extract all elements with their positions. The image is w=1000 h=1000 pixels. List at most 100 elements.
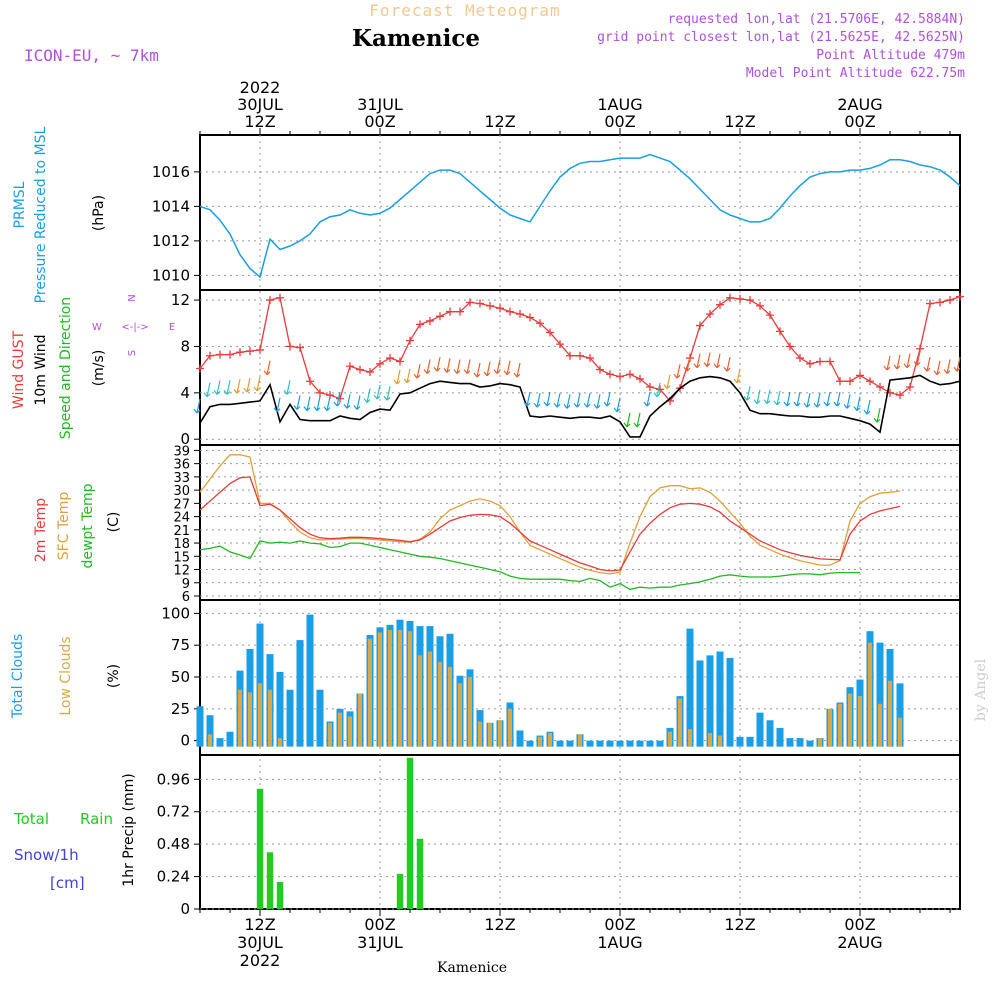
gust-marker [726,293,734,302]
frame-precip [199,754,961,910]
gust-marker [306,377,314,386]
ytick-label-temperature: 9 [182,577,190,592]
gust-marker [866,377,874,386]
gust-marker [486,301,494,310]
ytick-label-temperature: 27 [173,497,190,512]
low-cloud-bar [458,683,462,747]
gust-marker [956,292,964,301]
low-cloud-bar [388,629,392,747]
model-altitude: Model Point Altitude 622.75m [746,66,965,81]
total-cloud-bar [276,671,284,747]
low-cloud-bar [878,703,882,747]
gust-marker [606,370,614,379]
gust-label: Wind GUST [11,330,27,409]
ytick-label-pressure: 1014 [152,197,190,215]
temp-label: 2m Temp [33,498,49,562]
panel-frames [199,134,961,910]
total-cloud-bar [796,738,804,747]
wind-arrow [353,395,361,410]
total-cloud-bar [606,740,614,747]
total-cloud-bar [596,740,604,747]
gust-marker [696,321,704,330]
wind-arrow [913,351,921,366]
wind-arrow [593,394,601,409]
dewpt-line [199,540,860,591]
ytick-label-clouds: 25 [171,700,190,718]
low-cloud-bar [828,708,832,747]
low-cloud-bar [708,733,712,747]
top-hour-label: 00Z [364,112,395,131]
wind-arrow [533,393,541,408]
ytick-label-precip: 0.96 [157,770,190,788]
low-cloud-bar [328,722,332,747]
top-hour-label: 12Z [484,112,515,131]
total-cloud-bar [216,738,224,747]
wind-arrow [683,357,691,372]
wind-arrow [403,368,411,384]
low-cloud-bar [538,736,542,747]
gust-marker [386,354,394,363]
wind-arrow [613,397,621,413]
low-cloud-bar [498,720,502,747]
bottom-date-label: 2AUG [837,933,882,952]
wind-arrow [333,391,341,407]
wind-arrow [793,391,801,407]
low-cloud-bar [578,734,582,747]
svg-text:E: E [169,322,175,333]
ytick-label-pressure: 1012 [152,232,190,250]
wind-arrow [493,359,501,374]
low-cloud-bar [268,689,272,747]
wind-arrow [413,364,421,379]
gust-marker [876,383,884,392]
gust-marker [916,344,924,353]
wind-arrow [853,396,861,412]
watermark: by Angel [973,658,989,721]
gust-marker [736,294,744,303]
total-cloud-bar [686,628,694,747]
low-cloud-bar [858,696,862,747]
ytick-label-clouds: 100 [161,604,190,622]
gust-marker [526,313,534,322]
gust-marker [276,293,284,302]
total-cloud-bar [786,738,794,747]
ytick-label-clouds: 75 [171,636,190,654]
gust-marker [926,299,934,308]
wind-line [199,374,961,438]
total-cloud-bar [806,740,814,747]
gust-marker [586,354,594,363]
ytick-label-temperature: 33 [173,471,190,486]
low-cloud-bar [248,692,252,747]
gust-marker [816,357,824,366]
gust-marker [436,312,444,321]
top-date-label: 30JUL [237,95,283,114]
wind-arrow [903,353,911,369]
wind-unit: (m/s) [91,350,107,387]
svg-text:<-|->: <-|-> [121,322,148,333]
frame-wind [199,289,961,446]
requested-coords: requested lon,lat (21.5706E, 42.5884N) [668,12,965,27]
bottom-hour-label: 00Z [364,915,395,934]
gust-marker [446,307,454,316]
wind-arrow [313,396,321,412]
wind-arrow [783,391,791,407]
wind-series [193,292,964,438]
total-cloud-bar [696,660,704,747]
bottom-hour-label: 12Z [244,915,275,934]
ytick-label-precip: 0.24 [157,868,190,886]
top-hour-label: 12Z [724,112,755,131]
temp-unit: (C) [106,512,122,533]
wind-arrow [873,408,881,423]
total-cloud-bar [226,731,234,747]
rain-bar [276,881,284,909]
ytick-label-clouds: 0 [180,732,190,750]
gust-marker [756,301,764,310]
total-cloud-bar [296,640,304,747]
low-cloud-bar [368,638,372,747]
gust-marker [766,311,774,320]
svg-text:S: S [127,350,138,356]
low-cloud-bar [428,651,432,747]
gust-marker [356,365,364,374]
low-cloud-bar [718,735,722,747]
gust-marker [396,357,404,366]
